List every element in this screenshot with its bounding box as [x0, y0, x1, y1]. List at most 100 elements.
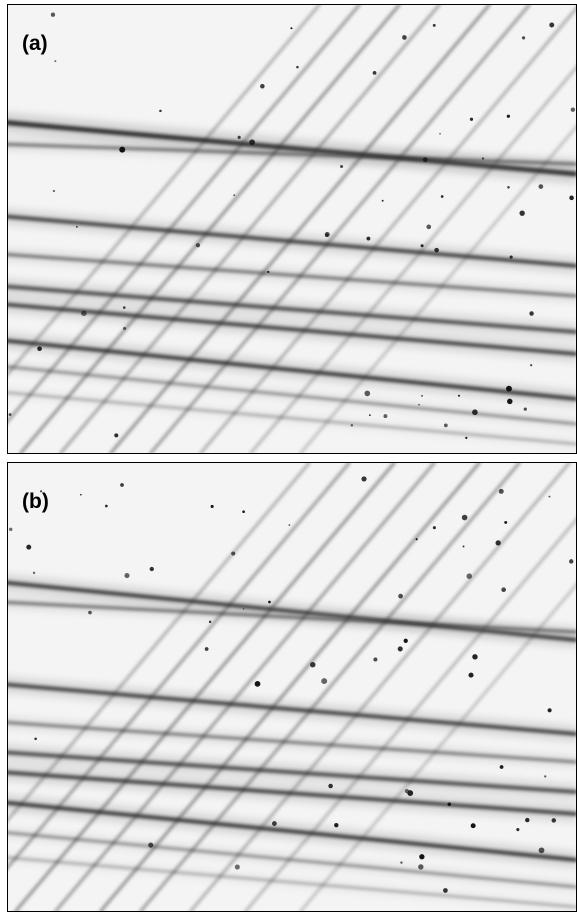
speck	[466, 573, 473, 579]
speck	[447, 802, 452, 807]
speck	[350, 424, 354, 427]
diagonal-streak	[188, 462, 572, 912]
speck	[505, 385, 512, 392]
speck	[507, 398, 513, 405]
speck	[432, 526, 436, 530]
speck	[530, 364, 533, 367]
diagonal-streak	[7, 4, 322, 377]
speck	[422, 157, 428, 163]
diagonal-streak	[198, 5, 577, 454]
speck	[210, 504, 214, 509]
speck	[509, 255, 513, 259]
speck	[52, 189, 56, 193]
speck	[432, 23, 436, 27]
speck	[321, 678, 328, 685]
speck	[383, 414, 388, 419]
diagonal-streak	[298, 123, 577, 454]
speck	[267, 270, 270, 274]
speck	[462, 545, 465, 548]
speck	[81, 310, 87, 316]
speck	[439, 132, 441, 135]
speck	[525, 817, 530, 823]
streak	[7, 600, 577, 634]
speck	[364, 390, 371, 397]
speck	[470, 823, 476, 829]
speck	[569, 559, 574, 564]
panel-label: (a)	[22, 32, 48, 55]
speck	[237, 135, 241, 139]
speck	[498, 488, 504, 494]
speck	[40, 490, 43, 493]
diagonal-streak	[98, 462, 482, 912]
diagonal-streak	[138, 462, 522, 912]
speck	[404, 789, 410, 794]
speck	[119, 146, 126, 153]
speck	[551, 818, 557, 823]
speck	[310, 661, 316, 668]
speck	[366, 236, 371, 241]
speck	[495, 540, 501, 546]
speck	[419, 854, 425, 860]
speck	[434, 247, 439, 253]
speck	[521, 36, 526, 40]
streak	[7, 365, 577, 426]
speck	[290, 27, 293, 30]
speck	[122, 306, 126, 309]
speck	[369, 414, 371, 416]
speck	[288, 524, 291, 526]
speck	[268, 600, 271, 604]
speck	[501, 587, 506, 593]
speck	[443, 423, 448, 428]
speck	[9, 527, 13, 532]
diagonal-streak	[18, 4, 402, 454]
diagonal-streak	[243, 516, 577, 912]
speck	[523, 407, 527, 411]
speck	[254, 680, 261, 687]
speck	[538, 184, 544, 189]
speck	[418, 403, 420, 406]
streak	[7, 800, 577, 862]
speck	[114, 433, 119, 438]
speck	[271, 821, 277, 826]
speck	[472, 654, 478, 660]
speck	[54, 60, 57, 63]
speck	[208, 620, 212, 624]
streak	[7, 284, 577, 334]
diagonal-streak	[298, 581, 577, 912]
speck	[124, 573, 130, 579]
diagonal-streak	[53, 462, 437, 912]
speck	[529, 311, 534, 316]
panel-b-image	[7, 462, 577, 912]
speck	[26, 544, 32, 550]
panel-label: (b)	[22, 490, 49, 513]
speck	[481, 157, 485, 160]
speck	[328, 783, 333, 789]
diagonal-streak	[7, 462, 312, 824]
speck	[37, 346, 42, 352]
speck	[570, 107, 576, 112]
speck	[104, 504, 108, 508]
speck	[195, 243, 201, 248]
speck	[516, 828, 520, 832]
speck	[468, 672, 474, 678]
speck	[402, 35, 407, 40]
speck	[400, 861, 403, 864]
speck	[381, 199, 384, 202]
diagonal-streak	[7, 462, 352, 871]
speck	[260, 83, 265, 89]
diagonal-streak	[7, 4, 362, 425]
speck	[420, 244, 424, 248]
speck	[372, 71, 377, 75]
speck	[547, 708, 552, 713]
speck	[544, 775, 547, 778]
speck	[519, 210, 525, 216]
speck	[538, 847, 545, 854]
speck	[397, 646, 403, 652]
streak	[7, 720, 577, 764]
speck	[324, 231, 330, 237]
speck	[34, 737, 37, 741]
diagonal-streak	[148, 4, 532, 454]
speck	[249, 139, 255, 146]
speck	[457, 394, 461, 397]
speck	[340, 164, 344, 169]
